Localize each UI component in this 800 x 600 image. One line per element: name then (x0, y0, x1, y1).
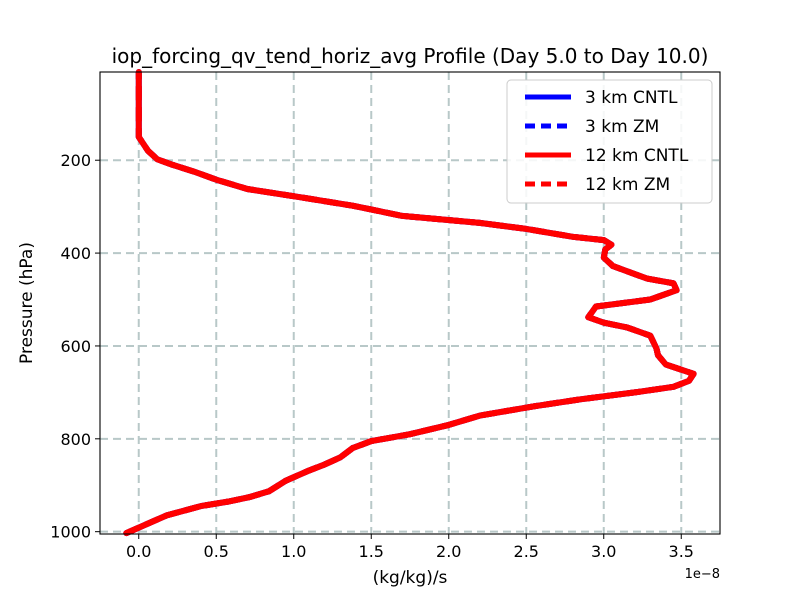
x-tick-label: 0.0 (126, 542, 151, 561)
x-tick-label: 0.5 (204, 542, 229, 561)
chart-title: iop_forcing_qv_tend_horiz_avg Profile (D… (112, 44, 709, 68)
x-tick-label: 3.5 (669, 542, 694, 561)
legend-label: 12 km CNTL (585, 146, 689, 166)
x-tick-label: 2.0 (436, 542, 461, 561)
legend-label: 3 km ZM (585, 117, 659, 137)
x-tick-label: 1.0 (281, 542, 306, 561)
y-tick-label: 1000 (50, 523, 91, 542)
y-axis-label: Pressure (hPa) (17, 242, 37, 364)
legend: 3 km CNTL 3 km ZM 12 km CNTL 12 km ZM (506, 79, 713, 204)
grid (100, 72, 720, 534)
y-tick-label: 400 (60, 244, 91, 263)
x-tick-label: 2.5 (514, 542, 539, 561)
legend-label: 3 km CNTL (585, 88, 678, 108)
x-axis-label: (kg/kg)/s (373, 568, 448, 588)
y-tick-label: 800 (60, 430, 91, 449)
series-group (123, 69, 697, 537)
y-tick-label: 600 (60, 337, 91, 356)
plot-frame (99, 71, 721, 535)
series-line-12-km-zm (125, 72, 697, 536)
axis-ticks: 0.0 0.5 1.0 1.5 2.0 2.5 3.0 3.5 200 400 600 800 1000 (50, 151, 694, 561)
x-axis-offset-label: 1e−8 (685, 567, 720, 582)
legend-box (506, 79, 713, 204)
legend-label: 12 km ZM (585, 175, 670, 195)
y-tick-label: 200 (60, 151, 91, 170)
x-tick-label: 1.5 (359, 542, 384, 561)
x-tick-label: 3.0 (591, 542, 616, 561)
